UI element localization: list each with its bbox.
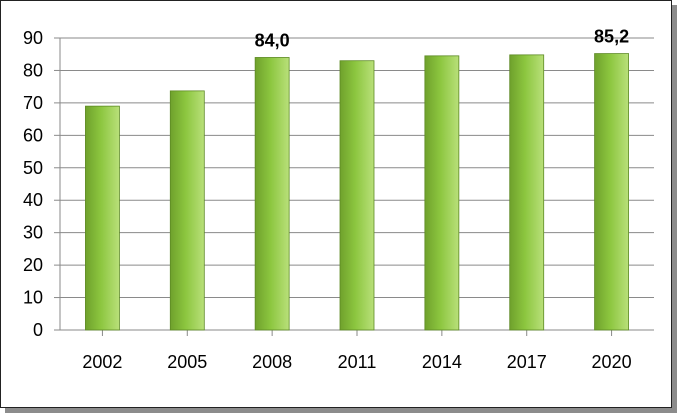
x-tick-label: 2020 [592,352,632,372]
x-tick-label: 2011 [338,352,377,372]
x-tick-label: 2008 [252,352,292,372]
bar-2017 [509,54,545,331]
data-label-2008: 84,0 [255,30,290,50]
bar-2014 [424,55,460,331]
x-tick-label: 2002 [82,352,122,372]
bar-2008 [254,57,290,331]
bars [85,53,629,331]
y-tick-label: 10 [23,288,43,308]
y-tick-label: 40 [23,190,43,210]
x-tick-label: 2017 [507,352,547,372]
bar-2011 [339,60,375,331]
labels: 0 10 20 30 40 50 60 70 80 90 2002 2005 2008 84,0 2011 2… [23,27,632,372]
bar-2020 [594,53,629,331]
y-tick-label: 0 [33,320,43,340]
x-tick-label: 2005 [167,352,207,372]
data-label-2020: 85,2 [594,27,629,47]
y-tick-label: 80 [23,60,43,80]
y-tick-label: 20 [23,255,43,275]
y-tick-label: 60 [23,125,43,145]
bar-2002 [85,105,120,331]
y-tick-label: 90 [23,28,43,48]
x-tick-label: 2014 [422,352,462,372]
y-tick-label: 50 [23,158,43,178]
y-tick-label: 30 [23,223,43,243]
bar-2005 [169,90,205,331]
y-tick-label: 70 [23,93,43,113]
